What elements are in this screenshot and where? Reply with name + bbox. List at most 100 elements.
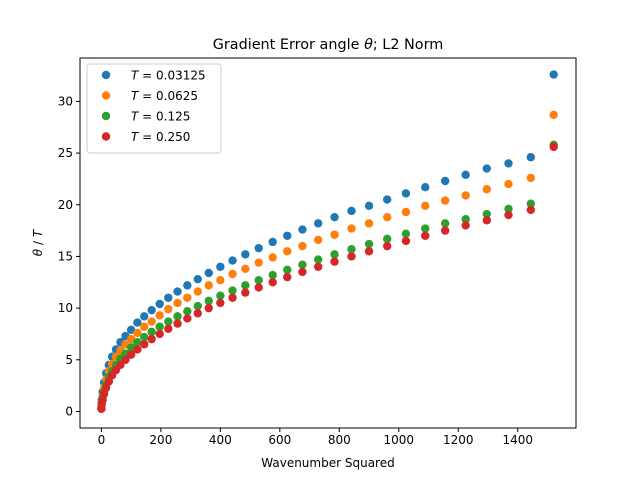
- data-point: [401, 236, 411, 246]
- data-point: [526, 153, 535, 162]
- data-point: [421, 201, 430, 210]
- data-point: [347, 252, 356, 261]
- data-point: [461, 191, 470, 200]
- data-point: [440, 226, 450, 235]
- data-point: [382, 234, 392, 244]
- data-point: [140, 312, 149, 321]
- data-point: [164, 324, 173, 333]
- data-point: [147, 317, 156, 326]
- data-point: [204, 303, 213, 313]
- data-point: [216, 298, 225, 308]
- data-point: [504, 204, 513, 214]
- data-point: [401, 207, 411, 217]
- data-point: [330, 230, 339, 239]
- plot-frame: [79, 57, 577, 429]
- data-point: [216, 276, 225, 285]
- data-point: [268, 253, 277, 262]
- data-point: [193, 309, 202, 318]
- data-point: [526, 205, 535, 215]
- data-point: [482, 216, 491, 225]
- x-tick-label: 200: [149, 433, 172, 447]
- data-point: [268, 270, 277, 280]
- data-point: [298, 260, 307, 269]
- legend-marker: [101, 132, 111, 141]
- data-point: [164, 317, 173, 326]
- y-axis-ticks: 0 5 10 15 20 25 30: [58, 94, 80, 418]
- x-axis-ticks: 0 200 400 600 800 1000 1200 1400: [98, 428, 533, 447]
- data-point: [440, 196, 450, 205]
- legend-entry: T = 0.250: [101, 130, 190, 144]
- data-point: [298, 225, 307, 234]
- series-4: [97, 142, 558, 414]
- data-point: [173, 319, 182, 328]
- data-point: [482, 164, 491, 173]
- data-point: [204, 268, 213, 278]
- data-point: [193, 301, 202, 311]
- data-point: [155, 322, 164, 331]
- data-point: [347, 224, 356, 233]
- data-point: [241, 281, 250, 290]
- data-point: [147, 327, 156, 337]
- data-point: [140, 332, 149, 342]
- data-point: [526, 199, 535, 208]
- legend-marker: [101, 70, 111, 80]
- data-point: [421, 224, 430, 233]
- data-point: [382, 241, 392, 251]
- data-point: [421, 182, 430, 192]
- data-point: [313, 235, 323, 245]
- x-tick-label: 1200: [443, 433, 474, 447]
- data-point: [504, 179, 513, 189]
- data-point: [364, 239, 374, 249]
- data-marks: [97, 70, 558, 414]
- data-point: [254, 276, 263, 285]
- data-point: [330, 250, 339, 259]
- y-tick-label: 0: [65, 404, 73, 418]
- y-axis-label: θ / T: [31, 228, 45, 256]
- legend-box: [86, 63, 222, 154]
- x-tick-label: 400: [209, 433, 232, 447]
- data-point: [216, 262, 225, 271]
- data-point: [104, 377, 114, 386]
- data-point: [254, 243, 263, 253]
- data-point: [461, 221, 470, 230]
- data-point: [330, 212, 339, 222]
- legend-entry: T = 0.0625: [101, 89, 198, 103]
- data-point: [133, 345, 142, 354]
- data-point: [313, 219, 323, 228]
- data-point: [268, 278, 277, 287]
- data-point: [183, 281, 192, 290]
- data-point: [254, 258, 263, 267]
- data-point: [283, 247, 292, 256]
- data-point: [298, 267, 307, 277]
- data-point: [482, 185, 491, 194]
- legend-label: T = 0.03125: [131, 69, 206, 83]
- data-point: [173, 287, 182, 296]
- data-point: [364, 219, 374, 228]
- data-point: [241, 264, 250, 274]
- data-point: [549, 142, 558, 152]
- data-point: [155, 329, 164, 339]
- data-point: [283, 272, 292, 282]
- x-tick-label: 600: [268, 433, 291, 447]
- data-point: [173, 312, 182, 321]
- data-point: [183, 293, 192, 302]
- data-point: [133, 318, 142, 327]
- x-tick-label: 1000: [383, 433, 414, 447]
- data-point: [549, 70, 558, 79]
- data-point: [382, 195, 392, 204]
- data-point: [283, 265, 292, 275]
- legend-entry: T = 0.125: [101, 110, 190, 124]
- y-tick-label: 15: [58, 249, 73, 263]
- data-point: [147, 305, 156, 315]
- data-point: [401, 229, 411, 238]
- data-point: [228, 269, 237, 279]
- x-tick-label: 800: [328, 433, 351, 447]
- data-point: [140, 340, 149, 349]
- data-point: [164, 304, 173, 314]
- data-point: [364, 201, 374, 210]
- data-point: [155, 311, 164, 320]
- data-point: [482, 209, 491, 219]
- data-point: [549, 110, 558, 120]
